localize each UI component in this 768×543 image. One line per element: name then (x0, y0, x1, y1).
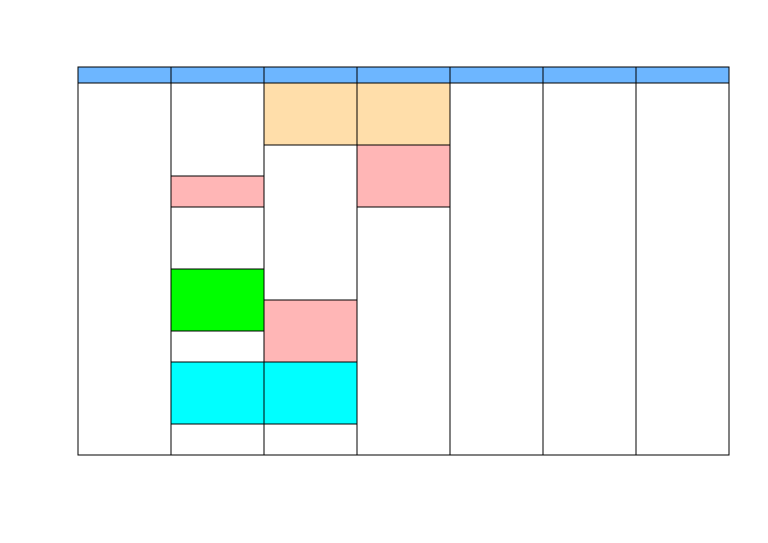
event-block (263, 299, 358, 363)
event-block (356, 82, 451, 146)
column-6 (542, 82, 637, 456)
header-cell (356, 66, 451, 84)
empty-cell (635, 82, 730, 456)
empty-cell (263, 423, 358, 456)
event-block (263, 82, 358, 146)
header-cell (449, 66, 544, 84)
header-cell (635, 66, 730, 84)
empty-cell (170, 423, 265, 456)
header-cell (542, 66, 637, 84)
header-cell (170, 66, 265, 84)
empty-cell (77, 82, 172, 456)
empty-cell (170, 206, 265, 270)
column-2 (170, 82, 265, 456)
empty-cell (542, 82, 637, 456)
empty-cell (449, 82, 544, 456)
event-block (356, 144, 451, 208)
empty-cell (170, 82, 265, 177)
event-block (170, 268, 265, 332)
column-7 (635, 82, 730, 456)
header-row (77, 66, 730, 84)
column-5 (449, 82, 544, 456)
column-3 (263, 82, 358, 456)
event-block (170, 361, 265, 425)
empty-cell (170, 330, 265, 363)
event-block (263, 361, 358, 425)
event-block (170, 175, 265, 208)
empty-cell (356, 206, 451, 456)
header-cell (263, 66, 358, 84)
empty-cell (263, 144, 358, 301)
column-1 (77, 82, 172, 456)
column-4 (356, 82, 451, 456)
header-cell (77, 66, 172, 84)
